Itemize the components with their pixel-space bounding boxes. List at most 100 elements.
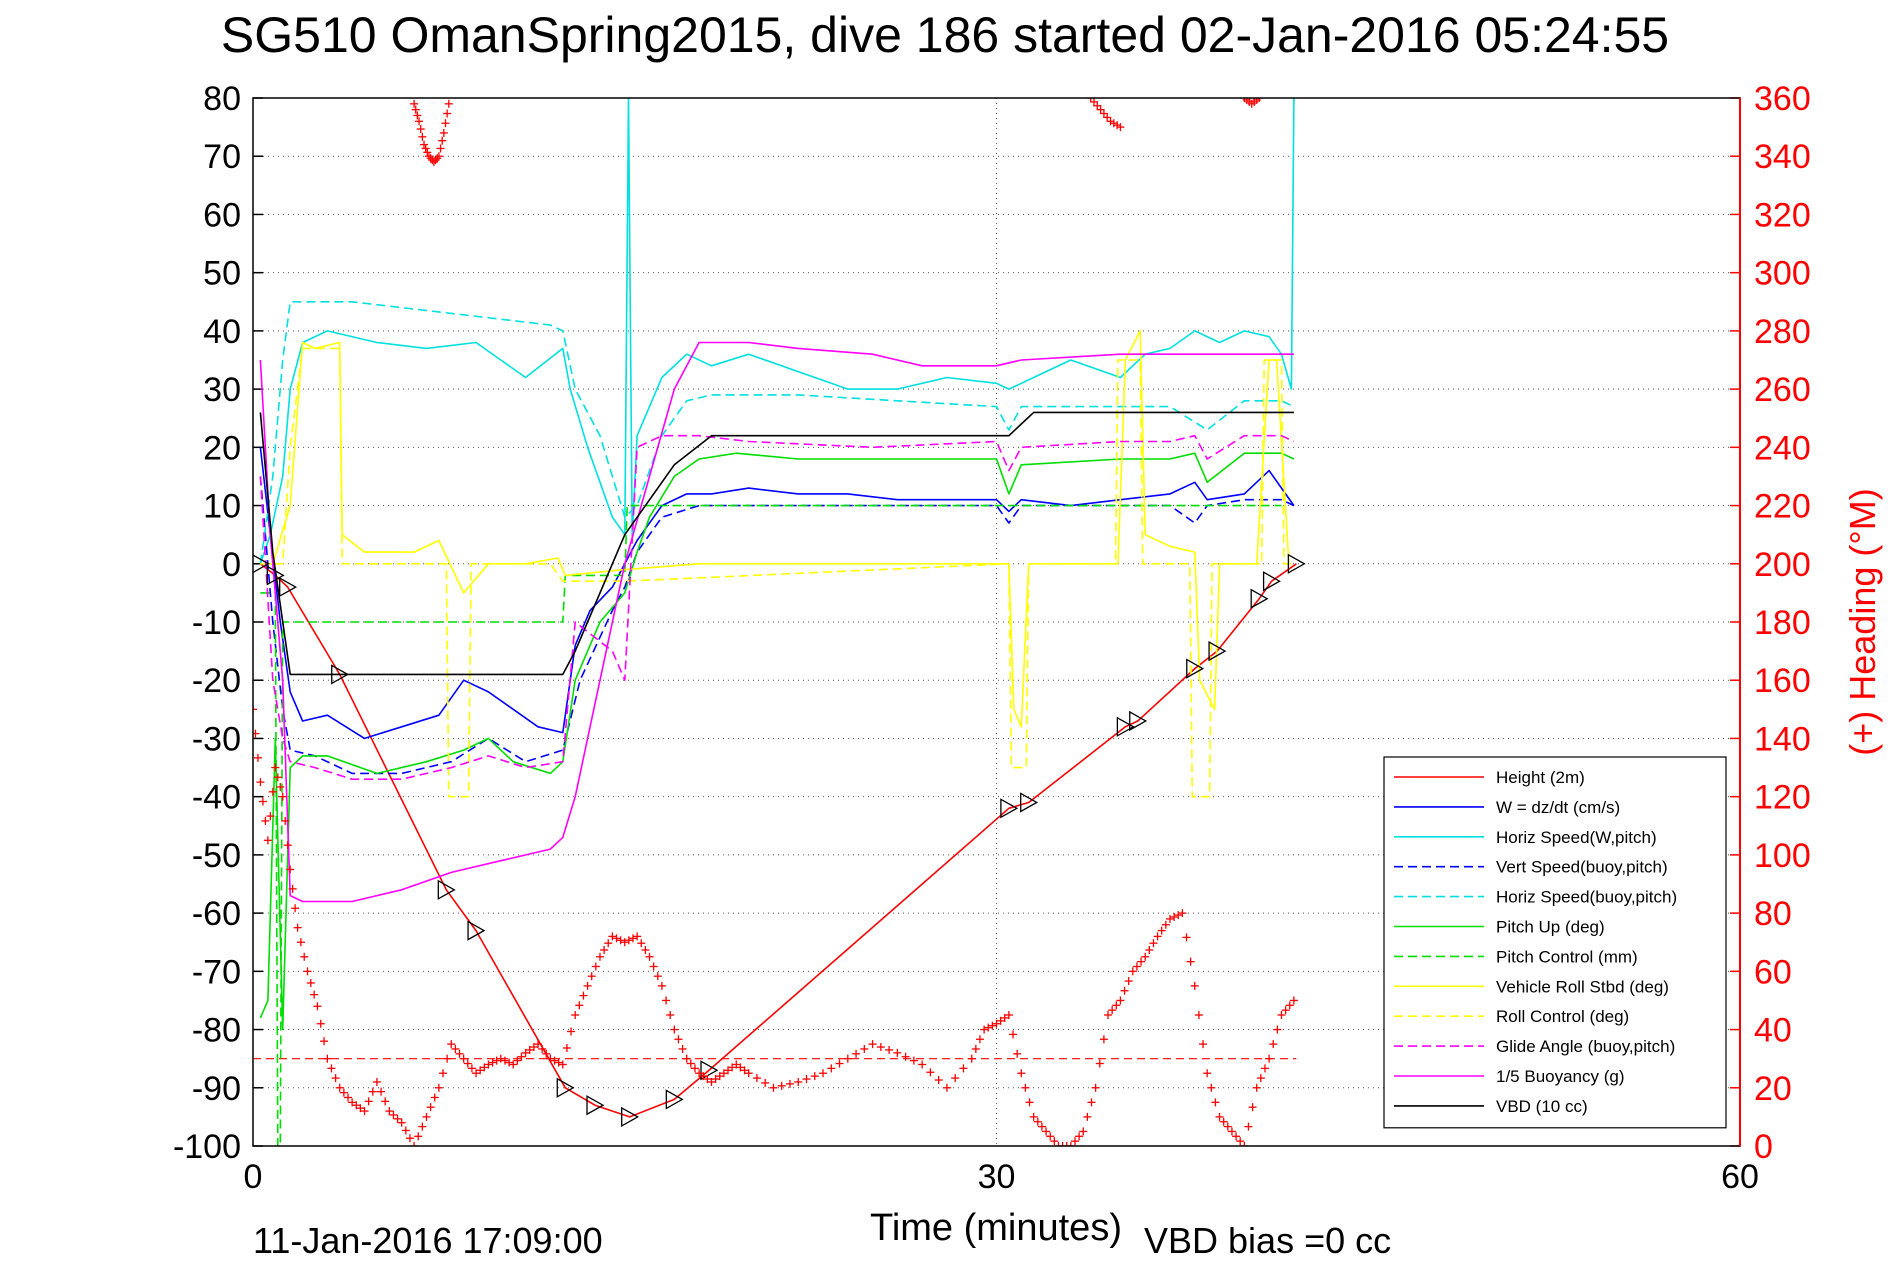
- left-tick-label: -20: [192, 662, 241, 700]
- heading-point: [389, 1110, 398, 1119]
- heading-point: [443, 1054, 452, 1063]
- heading-point: [529, 1043, 538, 1052]
- heading-point: [550, 1056, 559, 1065]
- x-axis-label: Time (minutes): [870, 1207, 1122, 1249]
- heading-point: [418, 132, 427, 141]
- heading-point: [1194, 1011, 1203, 1019]
- heading-point: [1281, 1006, 1290, 1015]
- heading-point: [360, 1107, 369, 1116]
- heading-point: [436, 144, 445, 153]
- height-marker: [1208, 640, 1227, 662]
- heading-point: [364, 1097, 373, 1106]
- heading-point: [525, 1045, 534, 1054]
- left-tick-label: 50: [203, 255, 241, 293]
- heading-point: [629, 934, 638, 943]
- heading-point: [1079, 1127, 1088, 1136]
- height-marker: [1287, 553, 1306, 574]
- right-tick-label: 360: [1754, 80, 1811, 118]
- left-y-axis: 80 70 60 50 40 30 20 10 0 -10 -20 -30 -40 -50 -60 -70 -8…: [173, 80, 263, 1166]
- heading-point: [323, 1054, 332, 1063]
- heading-point: [534, 1040, 543, 1049]
- right-y-axis-label: (+) Heading (°M): [1842, 488, 1883, 755]
- heading-point: [934, 1076, 943, 1085]
- heading-point: [303, 967, 312, 976]
- heading-point: [288, 884, 297, 893]
- heading-point: [1190, 981, 1199, 990]
- heading-point: [476, 1066, 485, 1075]
- heading-point: [1252, 1083, 1261, 1092]
- heading-point: [420, 140, 429, 149]
- left-tick-label: -60: [192, 895, 241, 933]
- legend-entry: VBD (10 cc): [1496, 1097, 1588, 1116]
- series-roll-control-deg: [260, 347, 1294, 798]
- heading-point: [1132, 962, 1141, 971]
- right-tick-label: 140: [1754, 720, 1811, 758]
- height-marker: [1129, 710, 1148, 732]
- heading-point: [331, 1074, 340, 1083]
- heading-point: [271, 763, 280, 772]
- right-tick-label: 200: [1754, 546, 1811, 584]
- timestamp-footer: 11-Jan-2016 17:09:00: [253, 1220, 603, 1261]
- heading-point: [885, 1045, 894, 1054]
- heading-point: [397, 1118, 406, 1127]
- left-tick-label: 30: [203, 371, 241, 409]
- heading-point: [1256, 1074, 1265, 1083]
- heading-point: [441, 119, 450, 128]
- heading-point: [1255, 98, 1264, 102]
- heading-point: [296, 938, 305, 947]
- heading-point: [1029, 1112, 1038, 1121]
- heading-point: [971, 1044, 980, 1053]
- height-marker: [665, 1089, 684, 1110]
- heading-point: [835, 1059, 844, 1068]
- heading-point: [1000, 1013, 1009, 1022]
- series-1-5-buoyancy-g: [259, 341, 1294, 903]
- legend-entry: Pitch Up (deg): [1496, 918, 1605, 937]
- heading-point: [253, 705, 257, 714]
- legend-entry: Glide Angle (buoy,pitch): [1496, 1037, 1675, 1056]
- heading-point: [1050, 1137, 1059, 1146]
- heading-point: [616, 936, 625, 945]
- left-tick-label: -50: [192, 837, 241, 875]
- heading-point: [1215, 1112, 1224, 1121]
- height-marker: [331, 664, 350, 685]
- heading-point: [281, 816, 290, 825]
- heading-point: [1083, 1112, 1092, 1121]
- left-tick-label: 40: [203, 313, 241, 351]
- heading-point: [1161, 920, 1170, 929]
- heading-point: [1037, 1122, 1046, 1131]
- left-tick-label: -30: [192, 720, 241, 758]
- heading-point: [1004, 1011, 1013, 1019]
- series-layer: [253, 98, 1306, 1146]
- heading-point: [1137, 957, 1146, 966]
- heading-point: [918, 1060, 927, 1069]
- heading-point: [414, 1132, 423, 1141]
- heading-point: [443, 109, 452, 118]
- heading-point: [1227, 1127, 1236, 1136]
- heading-point: [707, 1077, 716, 1086]
- heading-point: [258, 797, 267, 806]
- heading-point: [732, 1060, 741, 1069]
- series-glide-angle-buoy-pitch: [259, 434, 1295, 781]
- heading-point: [769, 1083, 778, 1092]
- heading-point: [719, 1069, 728, 1078]
- heading-point: [393, 1114, 402, 1123]
- heading-point: [558, 1060, 567, 1069]
- heading-point: [1165, 914, 1174, 923]
- heading-point: [1104, 1011, 1113, 1019]
- heading-point: [1141, 952, 1150, 961]
- heading-point: [608, 932, 617, 941]
- legend-entry: Roll Control (deg): [1496, 1007, 1629, 1026]
- heading-point: [653, 972, 662, 981]
- heading-point: [715, 1072, 724, 1081]
- heading-point: [662, 996, 671, 1005]
- heading-point: [263, 836, 272, 845]
- heading-point: [253, 753, 262, 762]
- legend-entry: 1/5 Buoyancy (g): [1496, 1067, 1625, 1086]
- heading-point: [1087, 1098, 1096, 1107]
- right-tick-label: 180: [1754, 604, 1811, 642]
- heading-point: [372, 1077, 381, 1086]
- height-marker: [1186, 658, 1205, 679]
- heading-point: [546, 1054, 555, 1063]
- heading-point: [455, 1049, 464, 1058]
- left-tick-label: -70: [192, 953, 241, 991]
